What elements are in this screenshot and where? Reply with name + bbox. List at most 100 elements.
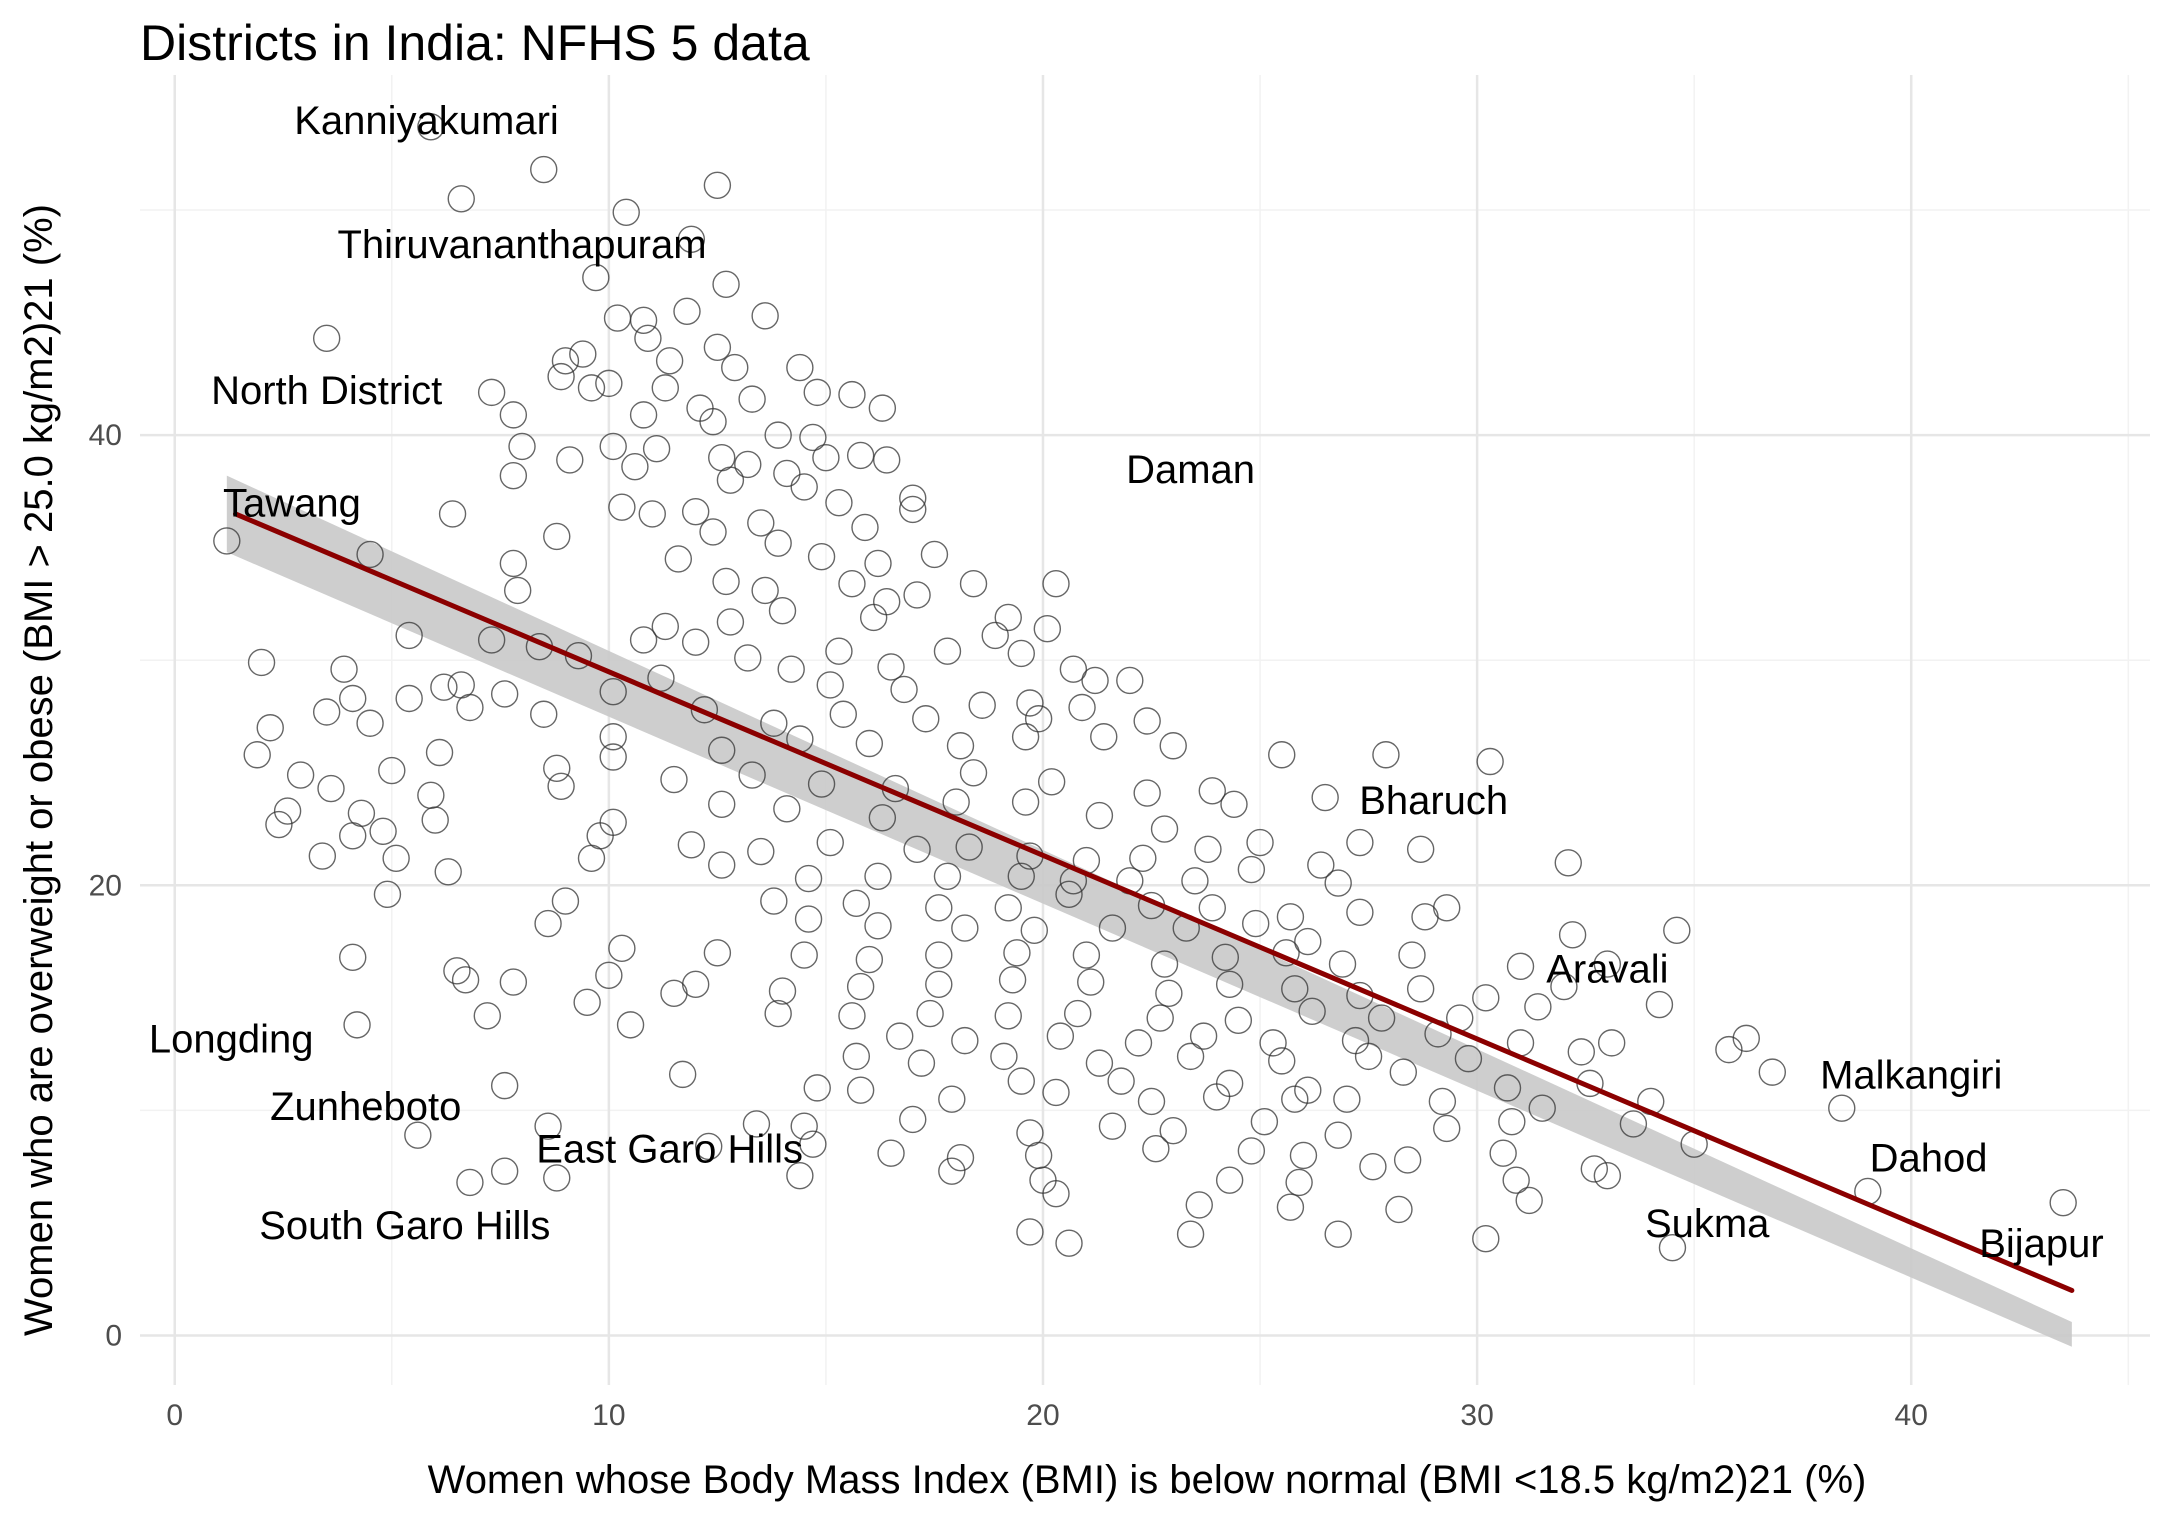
data-point <box>547 772 575 800</box>
grid: 0 10 20 30 40 0 20 40 <box>89 75 2150 1432</box>
data-point <box>1324 1121 1352 1149</box>
data-point <box>1433 1114 1461 1143</box>
district-label: Zunheboto <box>270 1085 461 1129</box>
data-point <box>738 761 766 789</box>
district-label: Malkangiri <box>1820 1053 2002 1097</box>
data-point <box>1181 867 1209 895</box>
data-point <box>1246 828 1274 857</box>
district-label: Thiruvananthapuram <box>337 223 706 267</box>
data-point <box>317 774 345 803</box>
x-tick-label: 20 <box>1026 1399 1059 1432</box>
data-point <box>664 545 693 573</box>
data-point <box>438 500 467 528</box>
data-point <box>786 1161 814 1190</box>
chart-title: Districts in India: NFHS 5 data <box>140 15 810 71</box>
data-point <box>1194 835 1222 863</box>
district-label: Daman <box>1126 448 1255 492</box>
data-point <box>1298 997 1326 1026</box>
data-point <box>1406 975 1435 1003</box>
data-point <box>1489 1139 1517 1167</box>
data-point <box>1515 1186 1543 1215</box>
data-point <box>799 423 827 452</box>
data-point <box>773 795 801 823</box>
data-point <box>716 608 745 636</box>
data-point <box>503 576 532 605</box>
data-point <box>1333 1085 1361 1113</box>
data-point <box>312 324 341 353</box>
data-point <box>621 452 649 481</box>
data-point <box>855 945 884 974</box>
data-point <box>1346 828 1374 857</box>
data-point <box>1237 1137 1266 1165</box>
data-point <box>395 684 423 713</box>
data-point <box>1059 655 1088 683</box>
data-point <box>760 709 788 737</box>
data-point <box>760 887 788 915</box>
data-point <box>1215 1069 1244 1098</box>
data-point <box>890 675 918 704</box>
district-label: Aravali <box>1546 948 1668 992</box>
data-point <box>1281 1085 1309 1113</box>
data-point <box>1619 1110 1648 1138</box>
data-point <box>378 756 406 785</box>
data-point <box>1064 999 1092 1028</box>
data-point <box>543 754 571 782</box>
data-point <box>404 1121 432 1149</box>
data-point <box>1137 1087 1166 1116</box>
data-point <box>1085 1049 1114 1077</box>
data-point <box>933 637 962 665</box>
data-point <box>629 306 658 335</box>
district-label: North District <box>211 369 442 413</box>
data-point <box>638 500 666 528</box>
data-point <box>872 588 901 616</box>
data-point <box>1211 943 1240 972</box>
data-point <box>1398 941 1426 969</box>
data-point <box>213 527 241 555</box>
confidence-band-area <box>226 475 2072 1347</box>
confidence-band <box>226 475 2072 1347</box>
data-point <box>339 684 367 713</box>
data-points <box>213 113 2077 1262</box>
district-label: Dahod <box>1870 1137 1988 1181</box>
data-point <box>1042 1179 1070 1208</box>
data-point <box>286 761 315 789</box>
data-point <box>864 912 892 940</box>
data-point <box>1593 950 1622 978</box>
data-point <box>695 1132 723 1161</box>
data-point <box>629 626 658 654</box>
district-label: Sukma <box>1645 1202 1770 1246</box>
data-point <box>777 655 805 683</box>
data-point <box>373 880 402 909</box>
data-point <box>1285 1168 1313 1197</box>
data-point <box>764 529 792 557</box>
data-point <box>499 461 528 490</box>
data-point <box>1372 741 1400 769</box>
data-point <box>829 700 857 728</box>
data-point <box>456 693 484 722</box>
district-label: Kanniyakumari <box>294 99 559 143</box>
data-point <box>868 394 897 422</box>
data-point <box>955 833 983 861</box>
data-point <box>339 943 367 972</box>
data-point <box>1016 689 1044 717</box>
y-axis-title: Women who are overweight or obese (BMI >… <box>17 204 61 1336</box>
data-point <box>1024 1141 1053 1170</box>
data-point <box>1176 1042 1205 1071</box>
data-point <box>1150 815 1179 843</box>
data-point <box>942 788 970 816</box>
data-point <box>651 612 679 641</box>
data-point <box>1593 1161 1622 1190</box>
data-point <box>716 466 745 494</box>
data-point <box>247 648 276 677</box>
data-point <box>577 844 606 872</box>
district-label: Bijapur <box>1979 1222 2104 1266</box>
data-point <box>629 401 658 429</box>
data-point <box>569 340 597 368</box>
district-label: East Garo Hills <box>536 1128 803 1172</box>
data-point <box>994 603 1022 632</box>
data-point <box>1307 851 1335 879</box>
data-point <box>703 171 732 199</box>
data-point <box>903 835 931 863</box>
data-point <box>846 1076 875 1104</box>
data-point <box>938 1085 966 1113</box>
